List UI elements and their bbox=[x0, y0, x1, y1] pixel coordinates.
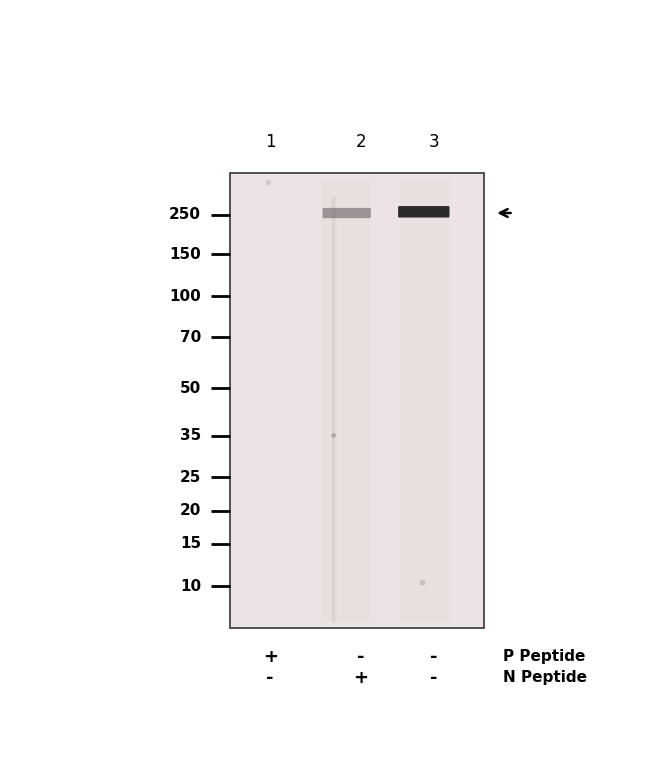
Text: 15: 15 bbox=[180, 536, 201, 551]
FancyBboxPatch shape bbox=[398, 206, 450, 217]
Bar bbox=[230, 172, 484, 628]
Text: -: - bbox=[357, 648, 365, 666]
Text: P Peptide: P Peptide bbox=[503, 649, 586, 664]
Text: 25: 25 bbox=[180, 470, 201, 485]
Text: N Peptide: N Peptide bbox=[503, 670, 588, 685]
Text: 35: 35 bbox=[180, 428, 201, 443]
Text: 3: 3 bbox=[428, 133, 439, 151]
Text: 20: 20 bbox=[180, 503, 201, 518]
Text: +: + bbox=[354, 669, 369, 687]
FancyBboxPatch shape bbox=[322, 208, 371, 218]
Text: 2: 2 bbox=[356, 133, 366, 151]
Bar bbox=[400, 179, 449, 622]
Text: 150: 150 bbox=[170, 246, 201, 262]
Text: -: - bbox=[430, 669, 437, 687]
Text: 100: 100 bbox=[170, 289, 201, 304]
Bar bbox=[322, 179, 370, 622]
Text: 70: 70 bbox=[180, 330, 201, 345]
Text: 250: 250 bbox=[169, 207, 201, 223]
Text: 10: 10 bbox=[180, 579, 201, 593]
Text: -: - bbox=[266, 669, 274, 687]
Text: +: + bbox=[263, 648, 278, 666]
Text: 50: 50 bbox=[180, 380, 201, 396]
Text: -: - bbox=[430, 648, 437, 666]
Text: 1: 1 bbox=[265, 133, 276, 151]
